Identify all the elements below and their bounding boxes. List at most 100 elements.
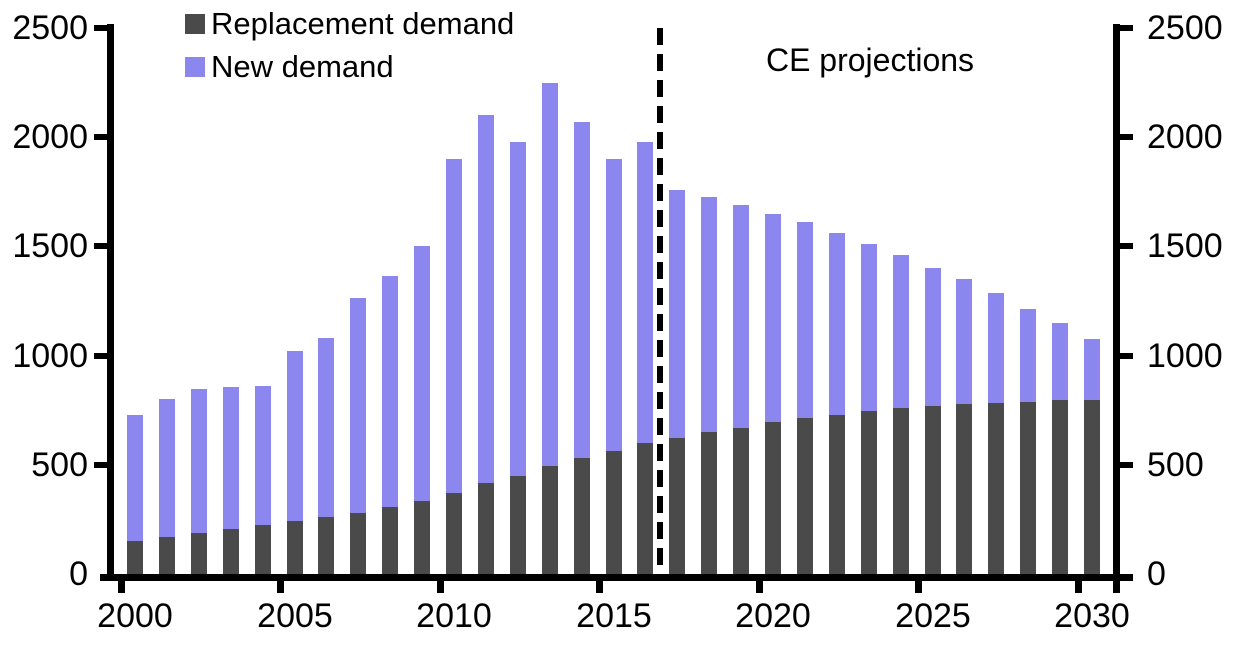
y-tick-left-1000 bbox=[94, 353, 107, 359]
bar-2019-replacement-demand-segment bbox=[733, 427, 750, 574]
bar-2015-new-demand-segment bbox=[605, 159, 622, 451]
bar-2017-replacement-demand-segment bbox=[669, 437, 686, 574]
bar-2013 bbox=[541, 82, 558, 574]
x-tick-2000 bbox=[118, 581, 125, 593]
bar-2010-new-demand-segment bbox=[446, 159, 462, 494]
bar-2010-replacement-demand-segment bbox=[446, 493, 462, 574]
x-tick-2010 bbox=[437, 581, 444, 593]
bar-2012-new-demand-segment bbox=[509, 141, 526, 476]
bar-2029-replacement-demand-segment bbox=[1052, 400, 1069, 574]
x-axis-label-2020: 2020 bbox=[735, 597, 811, 635]
legend-label: New demand bbox=[211, 49, 394, 84]
y-axis-label-right-1000: 1000 bbox=[1147, 337, 1223, 375]
bar-2006-new-demand-segment bbox=[318, 338, 335, 518]
y-axis-label-left-2500: 2500 bbox=[12, 9, 88, 47]
bar-2028-replacement-demand-segment bbox=[1020, 401, 1037, 574]
x-axis-label-2005: 2005 bbox=[257, 597, 333, 635]
bar-2001-replacement-demand-segment bbox=[158, 536, 175, 574]
bar-2009-replacement-demand-segment bbox=[414, 500, 431, 574]
bar-2025-new-demand-segment bbox=[924, 268, 941, 406]
y-axis-right bbox=[1113, 24, 1120, 581]
bar-2016 bbox=[637, 141, 654, 574]
bar-2016-new-demand-segment bbox=[637, 141, 654, 443]
bar-2029 bbox=[1052, 322, 1069, 574]
legend-item-new-demand: New demand bbox=[185, 51, 514, 83]
bar-2015-replacement-demand-segment bbox=[605, 450, 622, 574]
x-tick-right-corner bbox=[1113, 581, 1120, 593]
bar-2001-new-demand-segment bbox=[158, 399, 175, 537]
bar-2027-new-demand-segment bbox=[988, 293, 1005, 403]
bar-2011-replacement-demand-segment bbox=[477, 483, 494, 574]
x-axis-label-2025: 2025 bbox=[895, 597, 971, 635]
bar-2019-new-demand-segment bbox=[733, 204, 750, 428]
bar-2020-replacement-demand-segment bbox=[765, 422, 781, 574]
bar-2021 bbox=[796, 222, 813, 574]
x-tick-2005 bbox=[277, 581, 284, 593]
legend: Replacement demand New demand bbox=[185, 8, 514, 94]
bar-2028 bbox=[1020, 308, 1037, 574]
y-axis-label-right-2500: 2500 bbox=[1147, 9, 1223, 47]
bar-2006 bbox=[318, 338, 335, 574]
y-tick-left-500 bbox=[94, 462, 107, 468]
bar-2022-replacement-demand-segment bbox=[828, 414, 845, 574]
bar-2004-new-demand-segment bbox=[254, 386, 271, 525]
y-axis-label-right-0: 0 bbox=[1147, 555, 1166, 593]
bar-2003 bbox=[222, 387, 239, 574]
legend-item-replacement-demand: Replacement demand bbox=[185, 8, 514, 40]
bar-2002-new-demand-segment bbox=[190, 389, 207, 533]
bar-2008-new-demand-segment bbox=[382, 275, 399, 508]
bar-2023-replacement-demand-segment bbox=[860, 411, 877, 574]
bar-2001 bbox=[158, 399, 175, 574]
bar-2024 bbox=[892, 255, 909, 574]
bar-2029-new-demand-segment bbox=[1052, 322, 1069, 401]
bar-2026-replacement-demand-segment bbox=[956, 403, 973, 574]
bar-2002-replacement-demand-segment bbox=[190, 532, 207, 574]
bar-2004 bbox=[254, 386, 271, 574]
bar-2026-new-demand-segment bbox=[956, 279, 973, 404]
projection-label: CE projections bbox=[765, 42, 975, 78]
bar-2015 bbox=[605, 159, 622, 574]
bar-2018-replacement-demand-segment bbox=[701, 432, 718, 574]
bar-2018-new-demand-segment bbox=[701, 197, 718, 432]
bar-2030-replacement-demand-segment bbox=[1084, 400, 1100, 574]
y-axis-label-left-1500: 1500 bbox=[12, 227, 88, 265]
bar-2024-replacement-demand-segment bbox=[892, 408, 909, 574]
bar-2027-replacement-demand-segment bbox=[988, 402, 1005, 574]
legend-label: Replacement demand bbox=[211, 6, 515, 41]
bar-2013-new-demand-segment bbox=[541, 82, 558, 466]
bar-2024-new-demand-segment bbox=[892, 255, 909, 408]
y-tick-right-500 bbox=[1120, 462, 1133, 468]
bar-2008-replacement-demand-segment bbox=[382, 507, 399, 574]
x-tick-2020 bbox=[756, 581, 763, 593]
projection-divider-dashed-line bbox=[657, 28, 663, 581]
bar-2014 bbox=[573, 121, 590, 574]
x-axis-label-2015: 2015 bbox=[576, 597, 652, 635]
bar-2002 bbox=[190, 389, 207, 574]
x-tick-2025 bbox=[915, 581, 922, 593]
x-tick-2015 bbox=[596, 581, 603, 593]
bar-2025 bbox=[924, 268, 941, 574]
y-axis-label-right-1500: 1500 bbox=[1147, 227, 1223, 265]
y-tick-right-1000 bbox=[1120, 353, 1133, 359]
y-tick-left-1500 bbox=[94, 243, 107, 249]
bar-2000 bbox=[127, 414, 143, 574]
bar-2007-new-demand-segment bbox=[350, 297, 367, 513]
bar-2025-replacement-demand-segment bbox=[924, 405, 941, 574]
bar-2030-new-demand-segment bbox=[1084, 339, 1100, 401]
bar-2021-new-demand-segment bbox=[796, 222, 813, 418]
y-axis-label-left-500: 500 bbox=[31, 446, 88, 484]
y-tick-right-2000 bbox=[1120, 134, 1133, 140]
bar-2023-new-demand-segment bbox=[860, 244, 877, 412]
bar-2003-replacement-demand-segment bbox=[222, 529, 239, 574]
bar-2014-replacement-demand-segment bbox=[573, 458, 590, 574]
bar-2019 bbox=[733, 204, 750, 574]
y-axis-label-right-500: 500 bbox=[1147, 446, 1204, 484]
x-axis-label-2010: 2010 bbox=[416, 597, 492, 635]
bar-2030 bbox=[1084, 339, 1100, 574]
bar-2022 bbox=[828, 233, 845, 574]
bar-2016-replacement-demand-segment bbox=[637, 443, 654, 574]
bar-2006-replacement-demand-segment bbox=[318, 517, 335, 574]
bar-2028-new-demand-segment bbox=[1020, 308, 1037, 402]
x-axis-label-2030: 2030 bbox=[1054, 597, 1130, 635]
